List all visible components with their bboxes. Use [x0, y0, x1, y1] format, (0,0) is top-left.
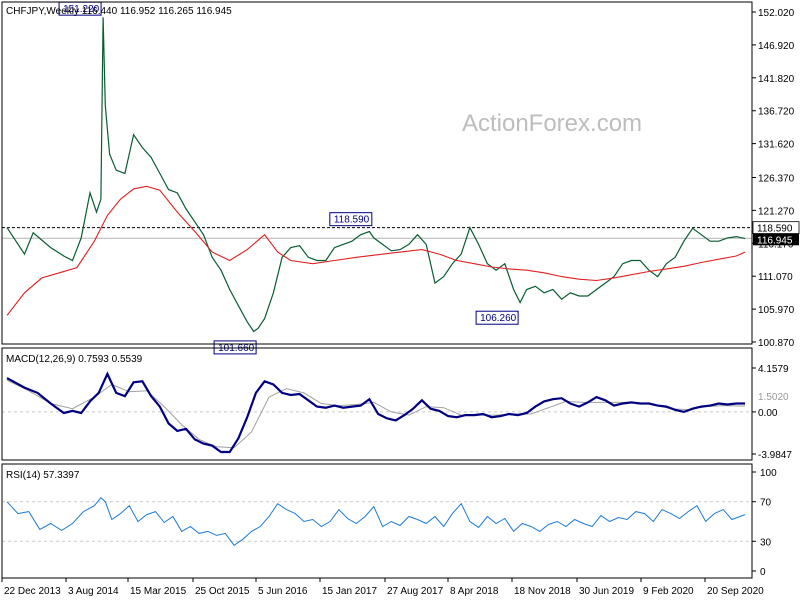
price-y-axis: 152.020 146.920 141.820 136.720 131.620 126.3…: [752, 8, 795, 349]
x-tick-label: 18 Nov 2018: [514, 586, 571, 597]
macd-panel-title: MACD(12,26,9) 0.7593 0.5539: [6, 354, 143, 365]
rsi-y-tick-label: 0: [760, 567, 766, 578]
price-y-tick-label: 100.870: [758, 338, 795, 349]
x-tick-label: 9 Feb 2020: [643, 586, 694, 597]
macd-y-tick-label: 0.00: [758, 408, 778, 419]
price-y-tick-label: 126.370: [758, 173, 795, 184]
annotation-box: [475, 310, 519, 325]
price-panel-title: CHFJPY,Weekly 116.440 116.952 116.265 11…: [6, 6, 232, 17]
current-price-tag: 116.945: [757, 235, 793, 246]
rsi-panel: RSI(14) 57.3397 100 70 30 0: [1, 463, 777, 579]
x-tick-label: 5 Jun 2016: [258, 586, 308, 597]
macd-y-axis: 4.1579 0.00 -3.9847 1.5020: [752, 364, 792, 461]
rsi-y-tick-label: 70: [760, 498, 772, 509]
resistance-price-tag: 118.590: [757, 224, 793, 235]
watermark: ActionForex.com: [462, 110, 642, 137]
rsi-y-tick-label: 100: [760, 468, 777, 479]
price-panel: ActionForex.com 151.220118.590101.660106…: [1, 1, 800, 355]
annotation-box: [329, 212, 373, 227]
annotation-label: 106.260: [480, 313, 517, 324]
x-tick-label: 8 Apr 2018: [450, 586, 499, 597]
price-y-tick-label: 111.070: [758, 272, 793, 283]
x-tick-label: 22 Dec 2013: [4, 586, 61, 597]
moving-average-series: [6, 185, 746, 316]
rsi-panel-title: RSI(14) 57.3397: [6, 470, 80, 481]
x-tick-label: 20 Sep 2020: [707, 586, 764, 597]
price-tag-resistance: 118.590: [752, 221, 800, 235]
price-y-tick-label: 136.720: [758, 107, 795, 118]
macd-y-tick-label: 4.1579: [758, 364, 789, 375]
x-tick-label: 30 Jun 2019: [579, 586, 634, 597]
macd-y-tick-label: -3.9847: [758, 450, 792, 461]
x-tick-label: 25 Oct 2015: [195, 586, 250, 597]
x-tick-label: 3 Aug 2014: [68, 586, 119, 597]
price-panel-frame: [1, 1, 753, 345]
rsi-y-axis: 100 70 30 0: [752, 468, 777, 578]
x-tick-label: 15 Mar 2015: [130, 586, 187, 597]
rsi-series: [6, 496, 746, 546]
rsi-panel-frame: [1, 463, 753, 579]
price-y-tick-label: 152.020: [758, 8, 795, 19]
x-axis: 22 Dec 2013 3 Aug 2014 15 Mar 2015 25 Oct 2…: [1, 578, 764, 597]
macd-panel: MACD(12,26,9) 0.7593 0.5539 4.1579 0.00 -3…: [1, 347, 792, 461]
price-y-tick-label: 146.920: [758, 41, 795, 52]
price-series: [6, 17, 746, 333]
macd-series: [6, 371, 745, 454]
price-y-tick-label: 121.270: [758, 206, 795, 217]
macd-y-tick-label-faded: 1.5020: [758, 392, 789, 403]
x-tick-label: 27 Aug 2017: [387, 586, 444, 597]
rsi-y-tick-label: 30: [760, 537, 772, 548]
price-y-tick-label: 105.970: [758, 305, 795, 316]
x-tick-label: 15 Jan 2017: [322, 586, 377, 597]
price-tag-current: 116.945: [753, 233, 799, 246]
rsi-reference-lines: [2, 501, 752, 542]
macd-signal-series: [6, 379, 746, 449]
price-y-tick-label: 141.820: [758, 74, 795, 85]
macd-panel-frame: [1, 347, 753, 461]
annotation-label: 118.590: [334, 215, 370, 226]
price-y-tick-label: 131.620: [758, 140, 795, 151]
annotation-label: 151.220: [63, 4, 100, 15]
